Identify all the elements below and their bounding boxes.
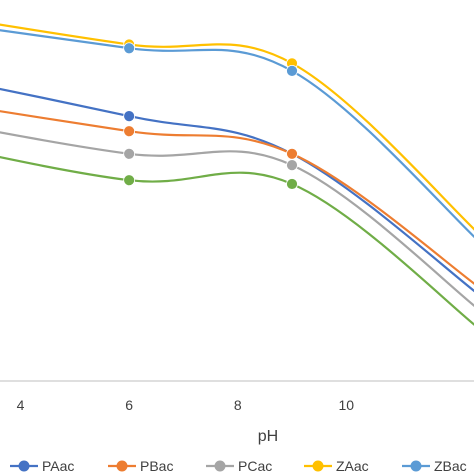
- legend-swatch-marker: [214, 460, 226, 472]
- data-point-zbac: [286, 64, 298, 77]
- data-point-series-0: [123, 174, 136, 187]
- x-tick-label: 4: [17, 397, 25, 413]
- x-tick-label: 6: [125, 397, 133, 413]
- legend-swatch-marker: [410, 460, 422, 472]
- data-point-pcac: [123, 147, 136, 160]
- series-line-zbac: [0, 29, 474, 239]
- data-point-series-0: [286, 178, 298, 190]
- series-line-pbac: [0, 110, 474, 285]
- legend-swatch-marker: [312, 460, 324, 472]
- legend-label: PAac: [42, 458, 74, 474]
- legend-label: ZBac: [434, 458, 467, 474]
- series-line-pcac: [0, 131, 474, 308]
- x-axis-ticks: 4 6 8 10: [17, 397, 355, 413]
- x-axis-title: pH: [258, 428, 278, 445]
- legend-label: ZAac: [336, 458, 369, 474]
- x-tick-label: 8: [234, 397, 242, 413]
- data-point-pbac: [123, 125, 136, 138]
- data-point-paac: [123, 110, 136, 122]
- legend-label: PBac: [140, 458, 173, 474]
- legend-swatch-marker: [18, 460, 30, 472]
- data-point-pbac: [286, 147, 298, 160]
- data-point-pcac: [286, 159, 298, 172]
- legend-label: PCac: [238, 458, 272, 474]
- legend-swatch-marker: [116, 460, 128, 472]
- x-tick-label: 10: [338, 397, 354, 413]
- data-point-zbac: [123, 42, 136, 55]
- series-line-paac: [0, 87, 474, 293]
- series-line-series-0: [0, 156, 474, 326]
- legend: PAac PBac PCac ZAac ZBac: [10, 458, 467, 474]
- plot-area: [0, 23, 474, 326]
- series-line-zaac: [0, 23, 474, 231]
